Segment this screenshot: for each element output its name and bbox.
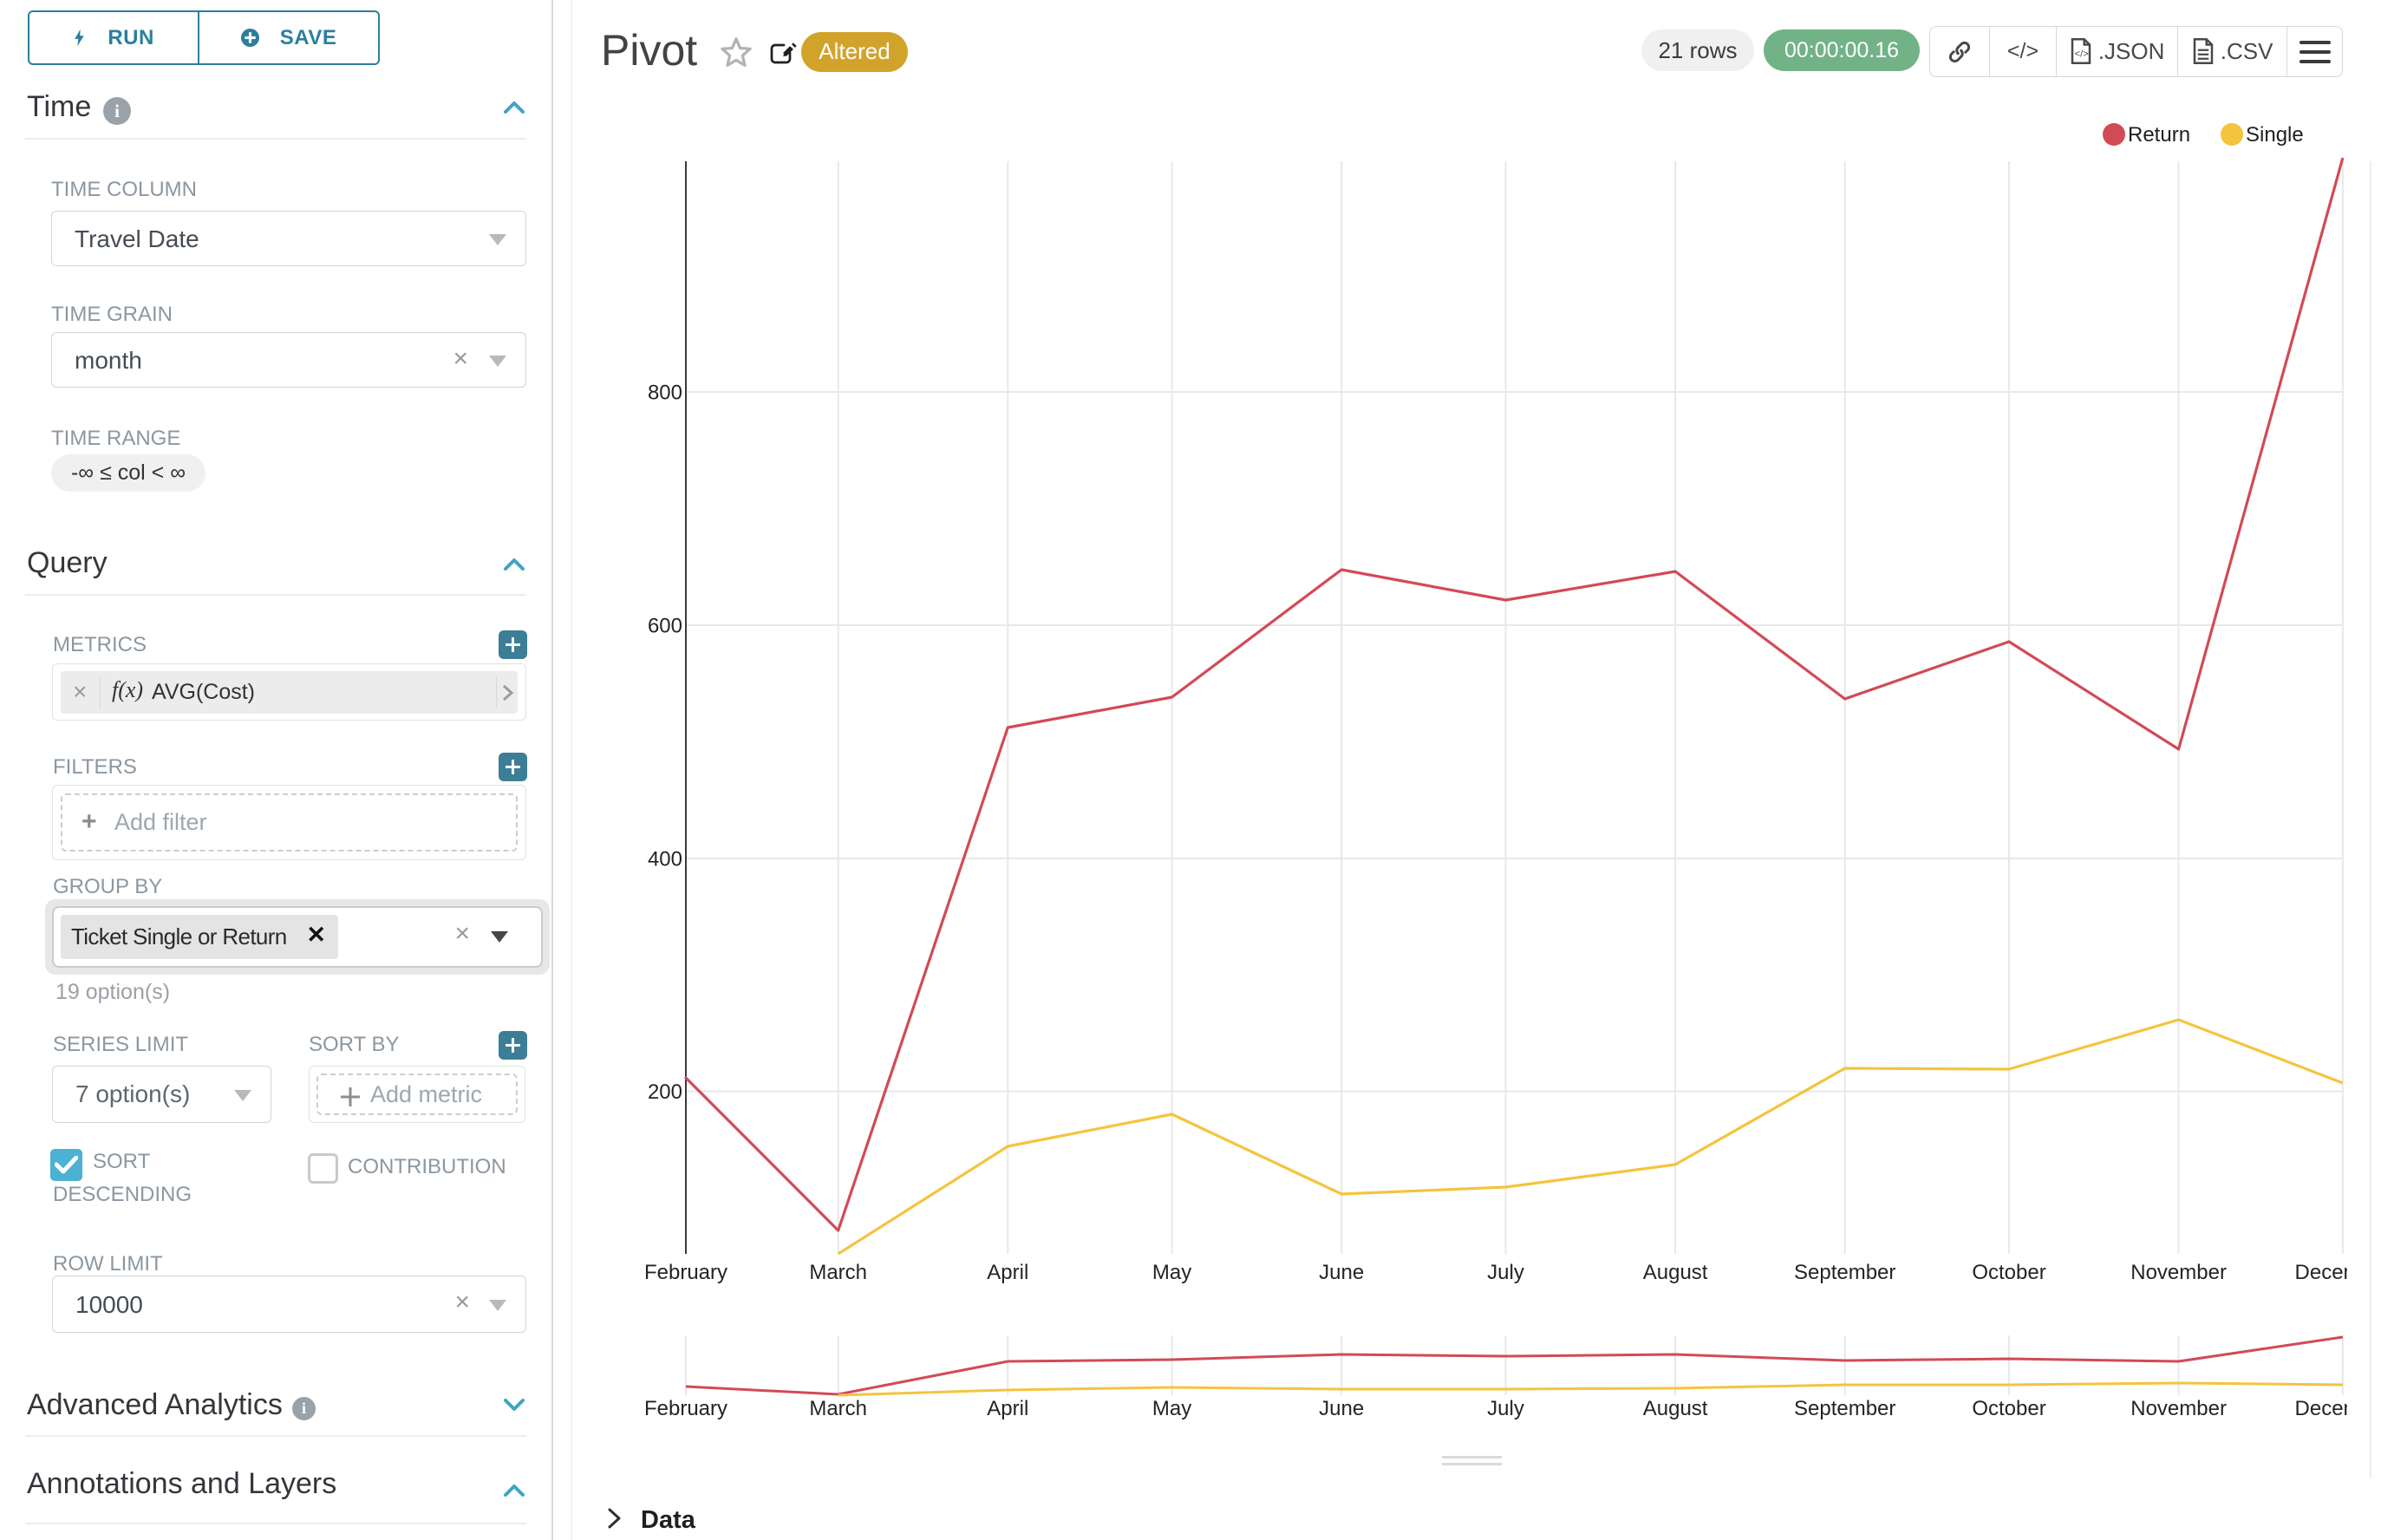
svg-text:August: August	[1643, 1397, 1708, 1420]
svg-text:Single: Single	[2246, 123, 2304, 147]
svg-text:March: March	[809, 1397, 867, 1420]
svg-text:November: November	[2130, 1397, 2227, 1420]
svg-text:600: 600	[648, 615, 682, 638]
svg-text:800: 800	[648, 382, 682, 405]
svg-text:April: April	[987, 1397, 1028, 1420]
svg-text:April: April	[987, 1261, 1028, 1284]
svg-text:February: February	[644, 1397, 727, 1420]
svg-text:September: September	[1794, 1261, 1895, 1284]
svg-text:June: June	[1319, 1397, 1364, 1420]
svg-text:400: 400	[648, 848, 682, 871]
svg-text:June: June	[1319, 1261, 1364, 1284]
svg-text:October: October	[1972, 1261, 2045, 1284]
svg-text:</>: </>	[2074, 49, 2089, 59]
svg-text:August: August	[1643, 1261, 1708, 1284]
svg-text:February: February	[644, 1261, 727, 1284]
svg-text:200: 200	[648, 1080, 682, 1104]
svg-text:July: July	[1487, 1261, 1524, 1284]
svg-text:October: October	[1972, 1397, 2045, 1420]
svg-text:May: May	[1152, 1397, 1191, 1420]
svg-text:March: March	[809, 1261, 867, 1284]
svg-text:December: December	[2295, 1261, 2381, 1284]
svg-text:November: November	[2130, 1261, 2227, 1284]
svg-text:July: July	[1487, 1397, 1524, 1420]
svg-text:September: September	[1794, 1397, 1895, 1420]
svg-text:December: December	[2295, 1397, 2381, 1420]
svg-text:May: May	[1152, 1261, 1191, 1284]
svg-text:Return: Return	[2128, 123, 2190, 147]
